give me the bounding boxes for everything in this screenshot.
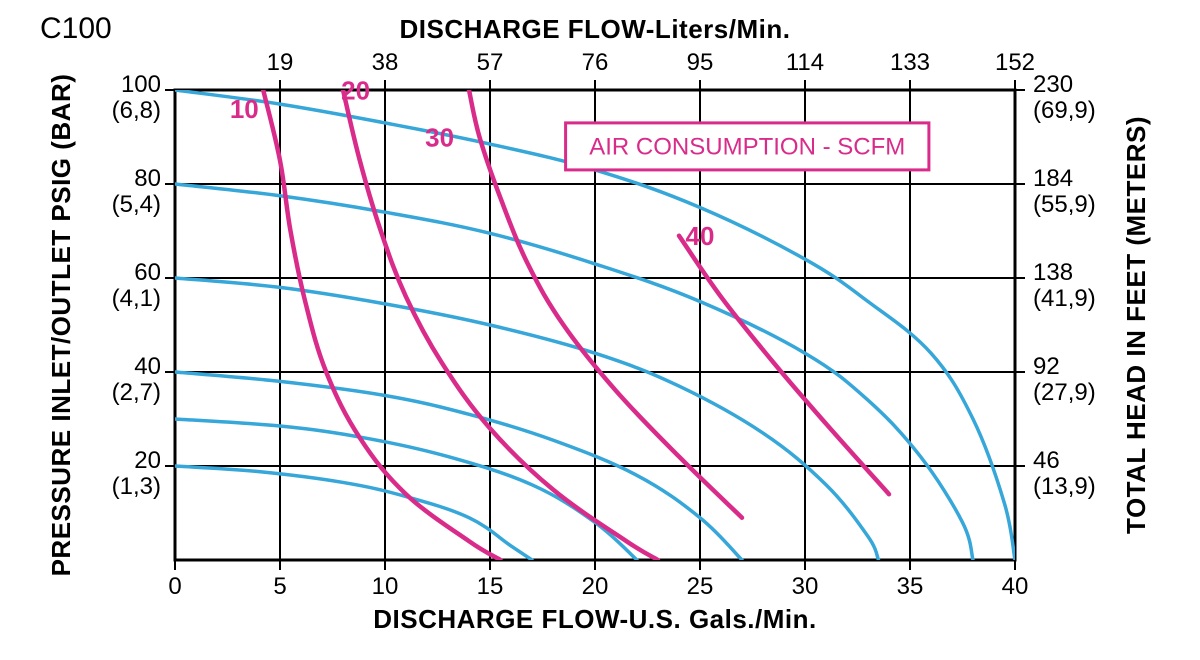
scfm-curve-label: 30 <box>425 122 454 152</box>
scfm-curve-label: 20 <box>341 75 370 105</box>
tick-right-label: 46 <box>1033 447 1060 474</box>
tick-left-label: 20 <box>134 447 161 474</box>
tick-left-label: 80 <box>134 165 161 192</box>
tick-left-sub: (4,1) <box>112 285 161 312</box>
tick-top-label: 114 <box>786 49 824 76</box>
tick-left-label: 100 <box>121 71 161 98</box>
tick-bottom-label: 0 <box>168 573 181 600</box>
tick-bottom-label: 10 <box>372 573 399 600</box>
pump-performance-chart: C100 0 5 10 15 20 25 30 35 40 DISCHARGE FLOW-U.S. … <box>0 0 1200 660</box>
tick-bottom-label: 15 <box>477 573 504 600</box>
tick-right-label: 92 <box>1033 353 1060 380</box>
scfm-curve-label: 10 <box>230 94 259 124</box>
tick-bottom-label: 20 <box>582 573 609 600</box>
tick-bottom-label: 25 <box>687 573 714 600</box>
tick-top-label: 76 <box>582 49 609 76</box>
tick-left-label: 40 <box>134 353 161 380</box>
tick-bottom-label: 30 <box>792 573 819 600</box>
tick-right-label: 184 <box>1033 165 1073 192</box>
tick-left-sub: (6,8) <box>112 97 161 124</box>
tick-bottom-label: 40 <box>1002 573 1029 600</box>
axis-bottom-title: DISCHARGE FLOW-U.S. Gals./Min. <box>373 604 817 634</box>
scfm-curve-label: 40 <box>686 221 715 251</box>
axis-top-title: DISCHARGE FLOW-Liters/Min. <box>400 14 791 44</box>
tick-left-sub: (5,4) <box>112 191 161 218</box>
tick-top-label: 133 <box>890 49 930 76</box>
tick-bottom-label: 35 <box>897 573 924 600</box>
tick-right-label: 138 <box>1033 259 1073 286</box>
axis-right-title: TOTAL HEAD IN FEET (METERS) <box>1121 116 1151 534</box>
tick-bottom-label: 5 <box>273 573 286 600</box>
tick-left-sub: (2,7) <box>112 379 161 406</box>
tick-top-label: 19 <box>267 49 294 76</box>
tick-right-sub: (69,9) <box>1033 97 1096 124</box>
tick-top-label: 95 <box>687 49 714 76</box>
model-label: C100 <box>40 12 112 45</box>
tick-right-sub: (27,9) <box>1033 379 1096 406</box>
tick-right-sub: (55,9) <box>1033 191 1096 218</box>
tick-right-label: 230 <box>1033 71 1073 98</box>
tick-top-label: 38 <box>372 49 399 76</box>
tick-right-sub: (41,9) <box>1033 285 1096 312</box>
axis-left-title: PRESSURE INLET/OUTLET PSIG (BAR) <box>46 74 76 577</box>
tick-left-sub: (1,3) <box>112 473 161 500</box>
tick-left-label: 60 <box>134 259 161 286</box>
tick-right-sub: (13,9) <box>1033 473 1096 500</box>
legend-text: AIR CONSUMPTION - SCFM <box>589 133 905 160</box>
tick-top-label: 57 <box>477 49 504 76</box>
tick-top-label: 152 <box>995 49 1035 76</box>
